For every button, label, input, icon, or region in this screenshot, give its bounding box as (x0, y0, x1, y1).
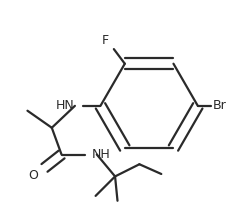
Text: HN: HN (56, 99, 75, 112)
Text: Br: Br (212, 99, 226, 112)
Text: O: O (29, 169, 39, 182)
Text: F: F (102, 34, 109, 47)
Text: NH: NH (92, 148, 111, 161)
